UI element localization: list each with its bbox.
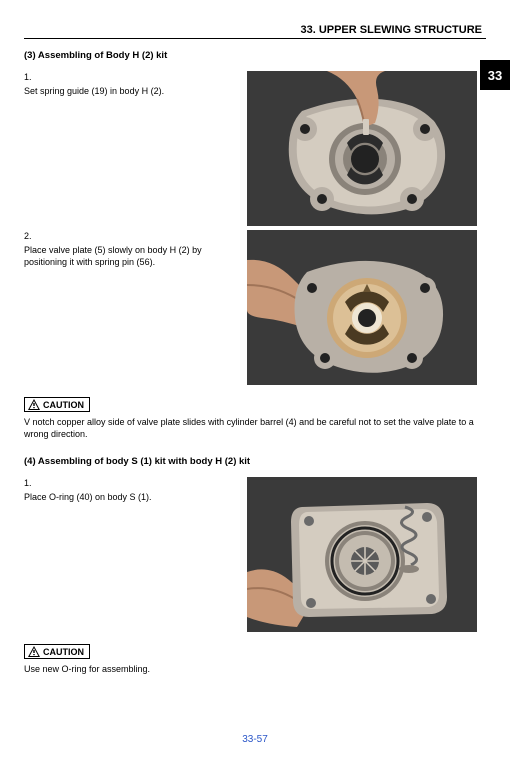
section3-step2-text: 2. Place valve plate (5) slowly on body … bbox=[24, 230, 239, 268]
section4-step1-text: 1. Place O-ring (40) on body S (1). bbox=[24, 477, 239, 503]
section4-number: (4) bbox=[24, 456, 36, 467]
section3-step2-num: 2. bbox=[24, 230, 239, 242]
caution2-text: Use new O-ring for assembling. bbox=[24, 663, 486, 675]
caution1-text: V notch copper alloy side of valve plate… bbox=[24, 416, 486, 440]
section3-step2-body: Place valve plate (5) slowly on body H (… bbox=[24, 244, 239, 268]
section3-number: (3) bbox=[24, 50, 36, 61]
section4-step1-num: 1. bbox=[24, 477, 239, 489]
warning-icon bbox=[28, 399, 40, 410]
section3-title-text: Assembling of Body H (2) kit bbox=[38, 50, 167, 61]
caution1-label: CAUTION bbox=[43, 400, 84, 410]
section3-step1-image bbox=[247, 71, 477, 226]
caution2-label: CAUTION bbox=[43, 647, 84, 657]
header-section-no: 33. bbox=[300, 24, 315, 36]
header-rule bbox=[24, 38, 486, 39]
section3-step1-text: 1. Set spring guide (19) in body H (2). bbox=[24, 71, 239, 97]
section3-title: (3) Assembling of Body H (2) kit bbox=[24, 50, 486, 61]
section4-step1-body: Place O-ring (40) on body S (1). bbox=[24, 491, 239, 503]
section3-step1-body: Set spring guide (19) in body H (2). bbox=[24, 85, 239, 97]
section3-step1-num: 1. bbox=[24, 71, 239, 83]
section3-step2-image bbox=[247, 230, 477, 385]
caution2-box: CAUTION bbox=[24, 644, 90, 659]
section4-title-text: Assembling of body S (1) kit with body H… bbox=[38, 456, 250, 467]
section4-title: (4) Assembling of body S (1) kit with bo… bbox=[24, 456, 486, 467]
caution1-box: CAUTION bbox=[24, 397, 90, 412]
header-section-title: UPPER SLEWING STRUCTURE bbox=[319, 24, 482, 36]
section4-step1-image bbox=[247, 477, 477, 632]
page-number: 33-57 bbox=[0, 734, 510, 745]
warning-icon bbox=[28, 646, 40, 657]
